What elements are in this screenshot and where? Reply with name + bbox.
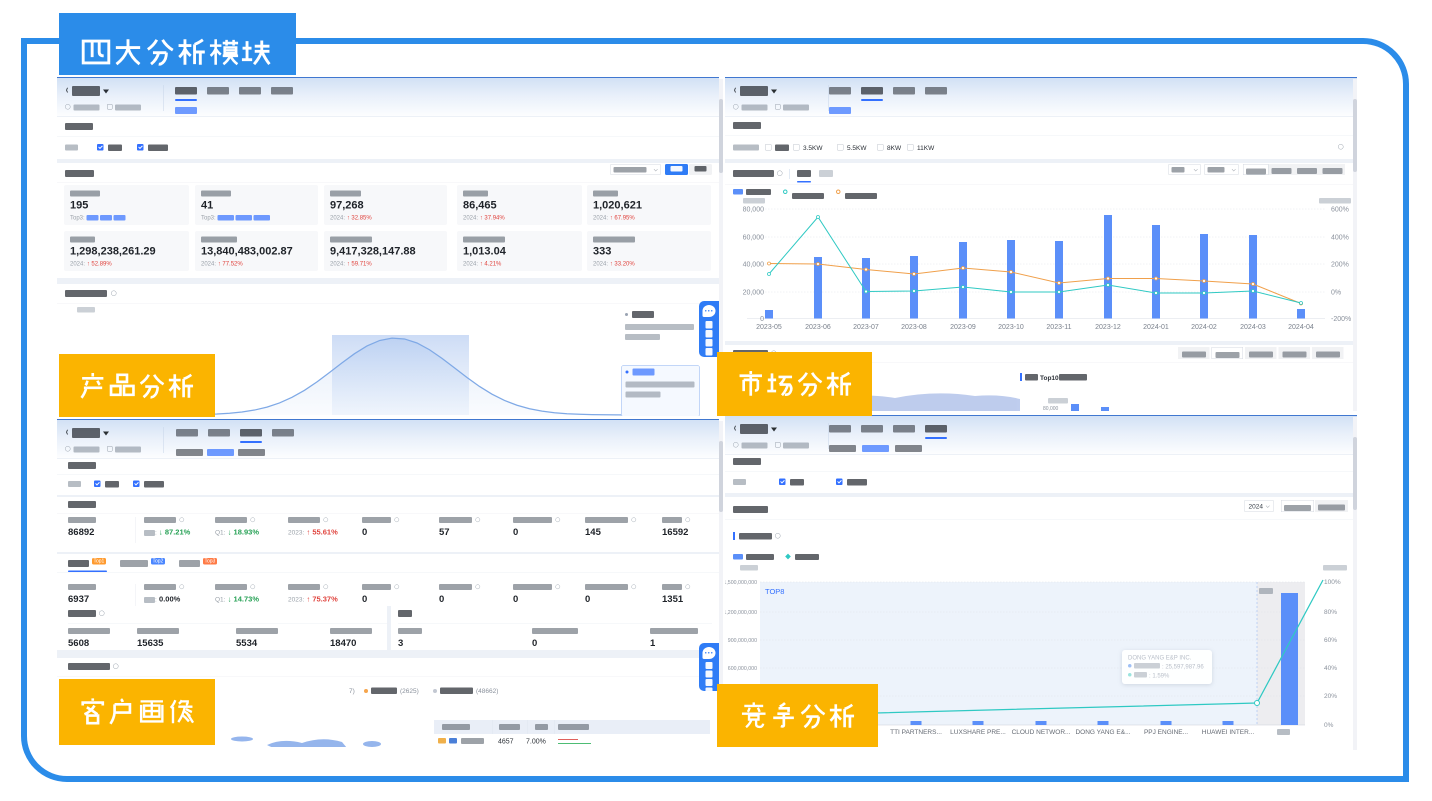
svg-text:400%: 400% [1331,235,1349,242]
svg-text:40%: 40% [1324,665,1337,672]
svg-text:60%: 60% [1324,637,1337,644]
svg-text:-200%: -200% [1331,316,1351,323]
svg-text:60,000: 60,000 [743,235,765,242]
svg-text:80%: 80% [1324,609,1337,616]
svg-text:2024-03: 2024-03 [1240,324,1266,331]
svg-text:80,000: 80,000 [743,207,765,214]
svg-text:1,200,000,000: 1,200,000,000 [725,610,757,616]
svg-text:20%: 20% [1324,693,1337,700]
svg-text:2024-02: 2024-02 [1191,324,1217,331]
svg-text:100%: 100% [1324,579,1341,586]
svg-text:2023-07: 2023-07 [853,324,879,331]
svg-text:2023-11: 2023-11 [1046,324,1071,331]
svg-text:900,000,000: 900,000,000 [728,638,757,644]
svg-text:20,000: 20,000 [743,290,765,297]
svg-text:TOP8: TOP8 [765,587,784,596]
svg-text:TTI PARTNERS...: TTI PARTNERS... [890,729,942,736]
svg-text:CLOUD NETWOR...: CLOUD NETWOR... [1012,729,1071,736]
svg-text:600%: 600% [1331,207,1349,214]
svg-text:HUAWEI INTER...: HUAWEI INTER... [1202,729,1255,736]
svg-text:0%: 0% [1331,290,1341,297]
svg-text:LUXSHARE PRE...: LUXSHARE PRE... [950,729,1006,736]
svg-text:2023-05: 2023-05 [756,324,782,331]
svg-text:0: 0 [760,316,764,323]
svg-text:600,000,000: 600,000,000 [728,666,757,672]
svg-text:2023-06: 2023-06 [805,324,831,331]
svg-text:200%: 200% [1331,262,1349,269]
svg-text:2023-08: 2023-08 [901,324,927,331]
svg-text:2023-10: 2023-10 [998,324,1024,331]
svg-text:2023-09: 2023-09 [950,324,976,331]
svg-text:2024-04: 2024-04 [1288,324,1314,331]
svg-text:PPJ ENGINE...: PPJ ENGINE... [1144,729,1188,736]
svg-text:1,500,000,000: 1,500,000,000 [725,580,757,586]
svg-text:0%: 0% [1324,722,1334,729]
svg-text:2024-01: 2024-01 [1143,324,1169,331]
svg-text:DONG YANG E&...: DONG YANG E&... [1075,729,1130,736]
svg-text:40,000: 40,000 [743,262,765,269]
svg-text:2023-12: 2023-12 [1095,324,1121,331]
